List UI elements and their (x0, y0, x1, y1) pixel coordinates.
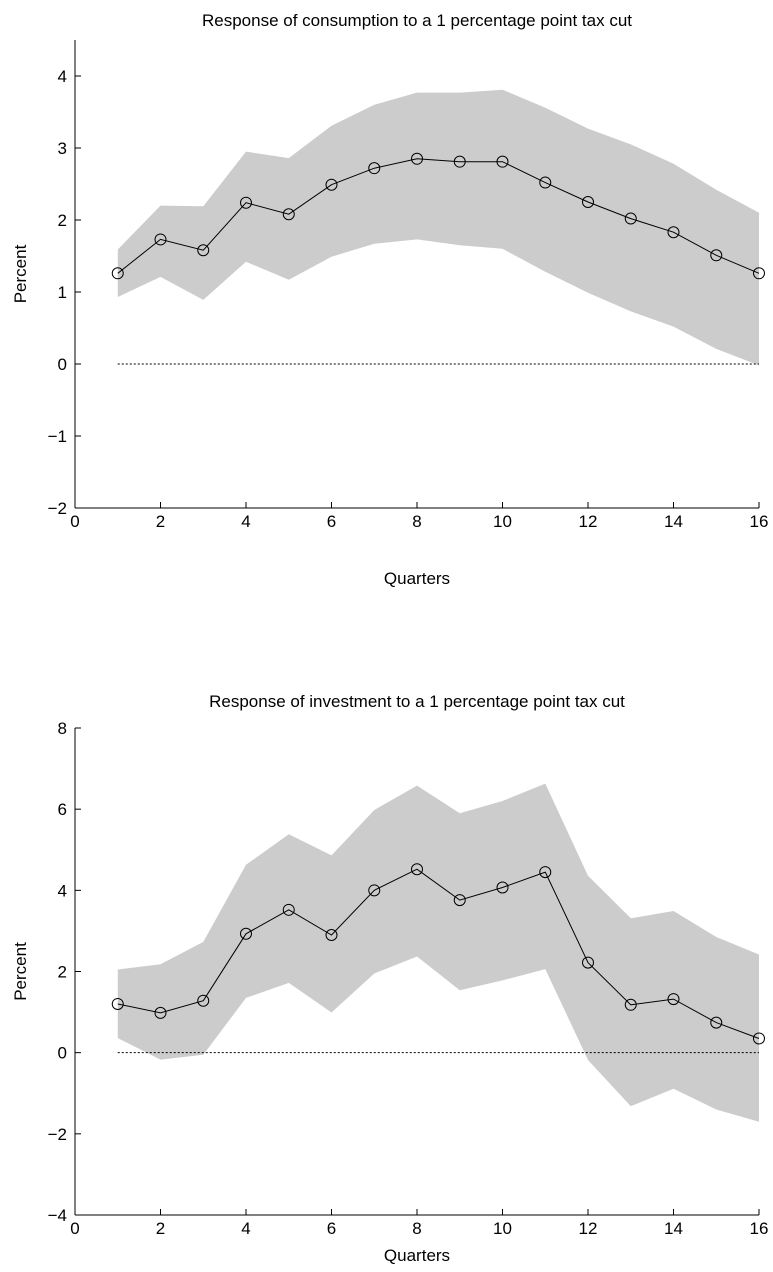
data-point (582, 956, 594, 969)
data-point (753, 267, 765, 280)
y-tick-label: 2 (58, 963, 67, 982)
x-tick-label: 8 (412, 512, 421, 531)
data-point (667, 993, 680, 1006)
x-tick-label: 12 (579, 512, 598, 531)
data-point (368, 884, 381, 897)
data-point (539, 866, 552, 879)
data-point (582, 196, 594, 208)
data-point (496, 881, 509, 894)
data-point (111, 997, 124, 1010)
y-tick-label: −2 (48, 499, 67, 518)
data-point (453, 155, 466, 168)
y-tick-label: 8 (58, 719, 67, 738)
x-tick-label: 2 (156, 512, 165, 531)
y-axis-label: Percent (11, 244, 30, 303)
data-point (411, 152, 423, 165)
x-tick-label: 6 (327, 1219, 336, 1238)
y-tick-label: 6 (58, 800, 67, 819)
response-line (117, 868, 760, 1039)
x-tick-label: 12 (579, 1219, 598, 1238)
x-tick-label: 4 (241, 512, 250, 531)
x-tick-label: 10 (493, 512, 512, 531)
confidence-band (117, 783, 760, 1122)
x-tick-label: 10 (493, 1219, 512, 1238)
data-point (667, 226, 680, 239)
data-point (111, 267, 124, 280)
data-point (154, 1006, 167, 1019)
data-point (710, 1016, 723, 1029)
data-point (496, 155, 509, 168)
x-tick-label: 16 (750, 1219, 769, 1238)
x-tick-label: 8 (412, 1219, 421, 1238)
data-point (197, 994, 210, 1007)
data-point (624, 998, 637, 1011)
data-point (710, 249, 723, 262)
chart-title: Response of consumption to a 1 percentag… (202, 11, 632, 30)
chart-investment-response: 0 2 4 6 8 10 12 14 16 −4 −2 0 2 4 6 8 Response of invest… (11, 692, 768, 1265)
y-tick-label: 2 (58, 211, 67, 230)
data-point (282, 903, 295, 916)
y-tick-label: −2 (48, 1125, 67, 1144)
y-tick-label: −4 (48, 1206, 67, 1225)
x-tick-label: 2 (156, 1219, 165, 1238)
data-point (240, 927, 252, 940)
x-tick-label: 14 (664, 512, 683, 531)
y-tick-label: 3 (58, 139, 67, 158)
x-tick-label: 16 (750, 512, 769, 531)
y-tick-label: 1 (58, 283, 67, 302)
data-point (325, 928, 338, 941)
y-tick-label: 4 (58, 67, 67, 86)
data-point (240, 196, 252, 209)
x-tick-label: 0 (70, 512, 79, 531)
x-tick-label: 0 (70, 1219, 79, 1238)
y-tick-label: 4 (58, 881, 67, 900)
data-point (753, 1032, 765, 1045)
x-tick-label: 6 (327, 512, 336, 531)
data-point (154, 233, 167, 246)
x-axis-label: Quarters (384, 569, 450, 588)
data-point (539, 176, 552, 189)
y-tick-label: −1 (48, 427, 67, 446)
data-point (624, 212, 637, 225)
data-point (368, 162, 381, 175)
data-point (282, 208, 295, 221)
data-point (411, 863, 423, 876)
y-tick-label: 0 (58, 355, 67, 374)
chart-title: Response of investment to a 1 percentage… (209, 692, 625, 711)
confidence-band (117, 89, 760, 366)
x-tick-label: 4 (241, 1219, 250, 1238)
data-point (325, 178, 338, 191)
x-tick-label: 14 (664, 1219, 683, 1238)
data-point (453, 894, 466, 907)
y-tick-label: 0 (58, 1044, 67, 1063)
x-axis-label: Quarters (384, 1246, 450, 1265)
response-line (117, 158, 760, 274)
y-axis-label: Percent (11, 942, 30, 1001)
data-point (197, 244, 210, 257)
